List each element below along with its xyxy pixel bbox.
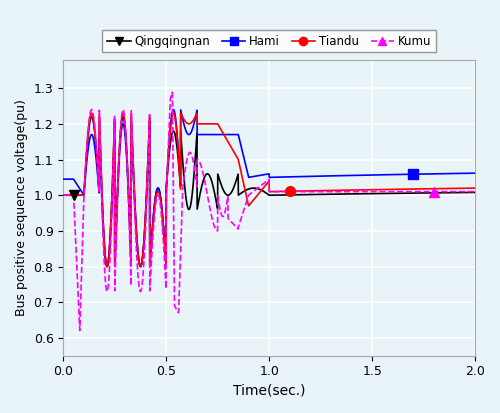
Legend: Qingqingnan, Hami, Tiandu, Kumu: Qingqingnan, Hami, Tiandu, Kumu (102, 30, 436, 52)
X-axis label: Time(sec.): Time(sec.) (233, 384, 306, 398)
Y-axis label: Bus positive sequence voltage(pu): Bus positive sequence voltage(pu) (15, 99, 28, 316)
